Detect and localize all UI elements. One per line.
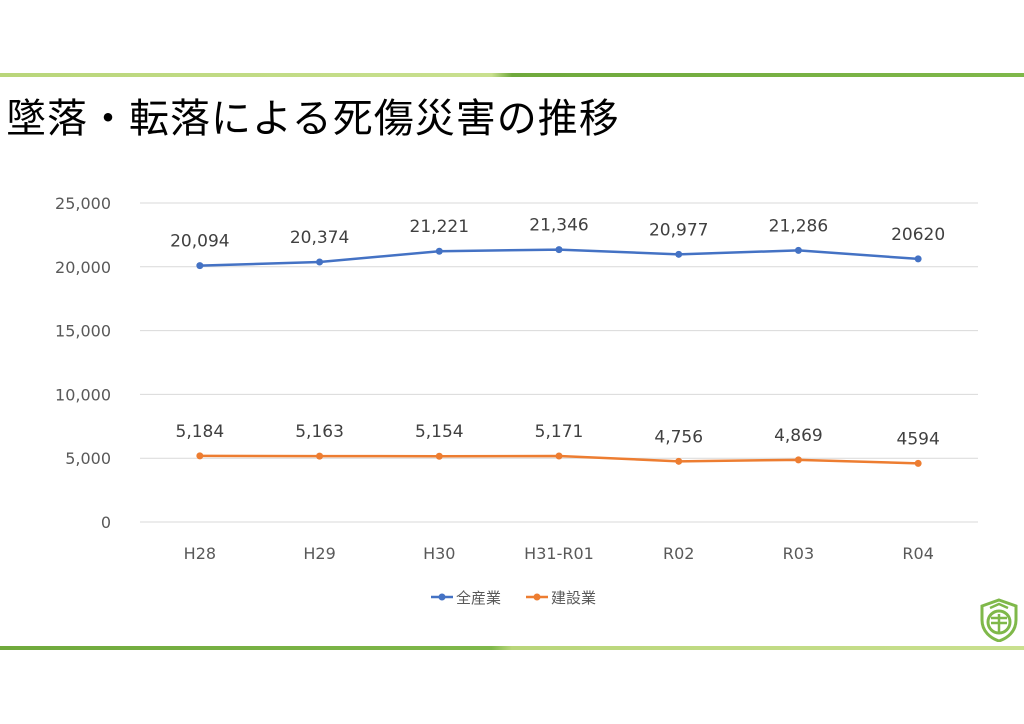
- data-label: 4,756: [654, 427, 703, 447]
- data-label: 5,163: [295, 422, 344, 442]
- data-label: 21,286: [769, 216, 828, 236]
- bottom-accent-rule: [0, 646, 1024, 650]
- legend-marker-1: [533, 593, 541, 601]
- legend-marker-0: [438, 593, 446, 601]
- legend-label: 全産業: [456, 589, 501, 607]
- y-tick-label: 0: [101, 513, 111, 532]
- data-label: 21,346: [529, 216, 588, 236]
- data-label: 20,374: [290, 228, 349, 248]
- y-tick-label: 25,000: [55, 194, 111, 213]
- slide-title: 墜落・転落による死傷災害の推移: [6, 96, 620, 142]
- data-point: [794, 246, 802, 254]
- data-point: [316, 258, 324, 266]
- legend-label: 建設業: [551, 589, 596, 607]
- shield-logo-icon: [980, 598, 1018, 642]
- data-label: 20620: [891, 225, 945, 245]
- data-label: 4,869: [774, 426, 823, 446]
- data-label: 20,094: [170, 232, 229, 252]
- data-point: [196, 262, 204, 270]
- x-tick-label: H31-R01: [524, 544, 594, 563]
- x-tick-label: H30: [423, 544, 455, 563]
- data-point: [435, 452, 443, 460]
- data-point: [794, 456, 802, 464]
- x-tick-label: R04: [902, 544, 933, 563]
- y-tick-label: 10,000: [55, 385, 111, 404]
- data-label: 4594: [897, 429, 940, 449]
- data-point: [435, 247, 443, 255]
- x-tick-label: H29: [303, 544, 335, 563]
- data-point: [555, 246, 563, 254]
- data-label: 5,154: [415, 422, 464, 442]
- data-point: [914, 459, 922, 467]
- x-tick-label: R02: [663, 544, 694, 563]
- data-label: 20,977: [649, 220, 708, 240]
- data-point: [675, 457, 683, 465]
- y-tick-label: 5,000: [65, 449, 111, 468]
- x-tick-label: H28: [184, 544, 216, 563]
- data-point: [196, 452, 204, 460]
- y-tick-label: 20,000: [55, 258, 111, 277]
- data-point: [914, 255, 922, 263]
- data-label: 5,171: [535, 422, 584, 442]
- data-point: [555, 452, 563, 460]
- data-label: 21,221: [410, 217, 469, 237]
- top-accent-rule: [0, 73, 1024, 77]
- data-point: [316, 452, 324, 460]
- data-point: [675, 250, 683, 258]
- y-tick-label: 15,000: [55, 322, 111, 341]
- x-tick-label: R03: [783, 544, 814, 563]
- data-label: 5,184: [176, 422, 225, 442]
